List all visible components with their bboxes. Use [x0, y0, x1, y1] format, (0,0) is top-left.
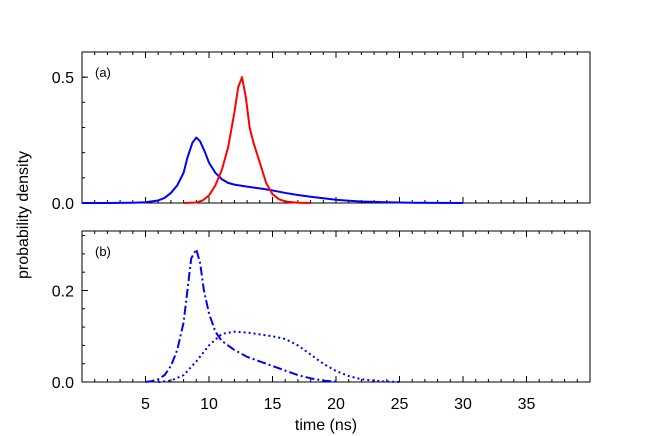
x-tick-label: 25	[391, 396, 409, 413]
x-tick-label: 5	[141, 396, 150, 413]
series-line-blue-dotted	[158, 330, 400, 383]
x-tick-label: 35	[518, 396, 536, 413]
plot-frame	[81, 51, 591, 204]
panel-b: 0.0 0.2 5 10 15 20 25 30 35 time (ns) (b)	[52, 230, 591, 434]
y-tick-label: 0.2	[52, 283, 74, 300]
y-tick-label: 0.0	[52, 196, 74, 213]
series-line-blue-dashdot	[145, 248, 337, 383]
series-line-red-solid	[183, 76, 311, 204]
x-tick-label: 20	[327, 396, 345, 413]
x-tick-label: 10	[200, 396, 218, 413]
x-axis-label: time (ns)	[295, 417, 357, 434]
y-tick-label: 0.5	[52, 70, 74, 87]
series-line-blue-solid	[82, 136, 464, 204]
x-tick-label: 15	[264, 396, 282, 413]
plot-frame	[81, 230, 591, 383]
y-tick-label: 0.0	[52, 375, 74, 392]
panel-label: (a)	[95, 65, 111, 80]
panel-a: 0.0 0.5 (a)	[52, 51, 591, 213]
y-axis-label: probability density	[15, 151, 32, 279]
panel-label: (b)	[95, 244, 111, 259]
x-tick-label: 30	[454, 396, 472, 413]
